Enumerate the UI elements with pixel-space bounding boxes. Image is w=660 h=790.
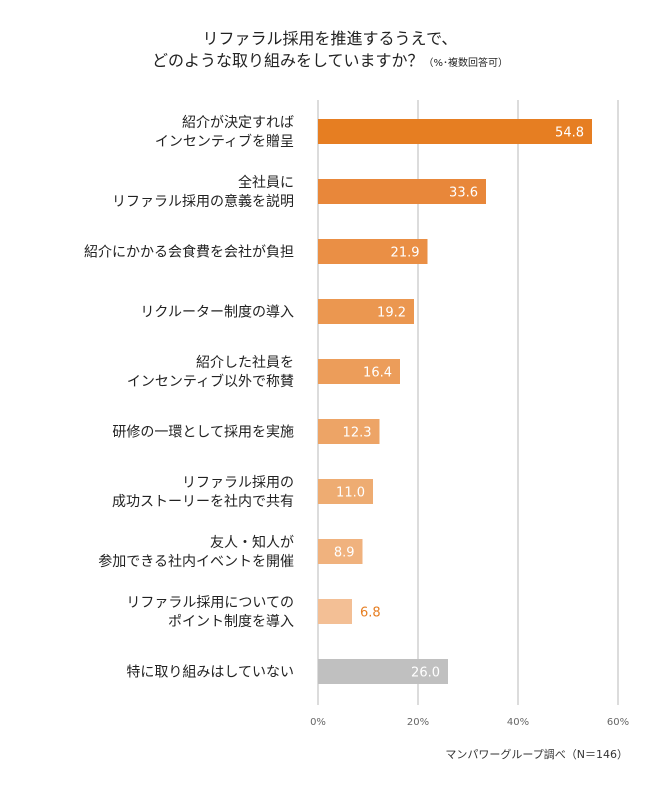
category-label: ポイント制度を導入 [168, 614, 294, 630]
source-note: マンパワーグループ調べ（N＝146） [445, 748, 628, 761]
bar [318, 419, 380, 444]
x-tick-label: 40% [507, 717, 529, 728]
category-label: 参加できる社内イベントを開催 [98, 553, 294, 570]
category-label: 紹介にかかる会食費を会社が負担 [84, 244, 294, 261]
bar [318, 179, 486, 204]
category-label: 成功ストーリーを社内で共有 [112, 494, 294, 510]
category-label: リファラル採用についての [126, 595, 294, 611]
category-label: インセンティブを贈呈 [155, 133, 294, 150]
category-label: 友人・知人が [210, 534, 294, 551]
category-label: 特に取り組みはしていない [126, 665, 294, 681]
bar [318, 119, 592, 144]
data-label: 8.9 [334, 546, 355, 561]
category-label: 研修の一環として採用を実施 [112, 425, 294, 441]
title-line-1: リファラル採用を推進するうえで、 [202, 29, 458, 48]
chart-title: リファラル採用を推進するうえで、 どのような取り組みをしていますか？（%･複数回… [0, 28, 660, 75]
bar [318, 539, 363, 564]
data-label: 11.0 [336, 486, 365, 501]
data-label: 6.8 [360, 606, 381, 621]
data-label: 12.3 [343, 426, 372, 441]
x-tick-label: 60% [607, 717, 629, 728]
category-label: リファラル採用の [182, 475, 294, 491]
category-label: 紹介した社員を [196, 355, 294, 371]
category-label: 紹介が決定すれば [182, 115, 294, 131]
x-tick-label: 0% [310, 717, 326, 728]
data-label: 21.9 [391, 246, 420, 261]
data-label: 19.2 [377, 306, 406, 321]
category-label: 全社員に [238, 174, 294, 191]
bar [318, 299, 414, 324]
data-label: 54.8 [555, 126, 584, 141]
category-label: インセンティブ以外で称賛 [127, 373, 294, 390]
category-label: リファラル採用の意義を説明 [112, 193, 294, 210]
bar [318, 479, 373, 504]
bar [318, 599, 352, 624]
x-tick-label: 20% [407, 717, 429, 728]
bar [318, 359, 400, 384]
data-label: 16.4 [363, 366, 392, 381]
title-note: （%･複数回答可） [423, 58, 509, 69]
data-label: 26.0 [411, 666, 440, 681]
data-label: 33.6 [449, 186, 478, 201]
category-label: リクルーター制度の導入 [140, 305, 294, 321]
title-line-2: どのような取り組みをしていますか？ [151, 51, 424, 70]
bar [318, 239, 428, 264]
bar [318, 659, 448, 684]
